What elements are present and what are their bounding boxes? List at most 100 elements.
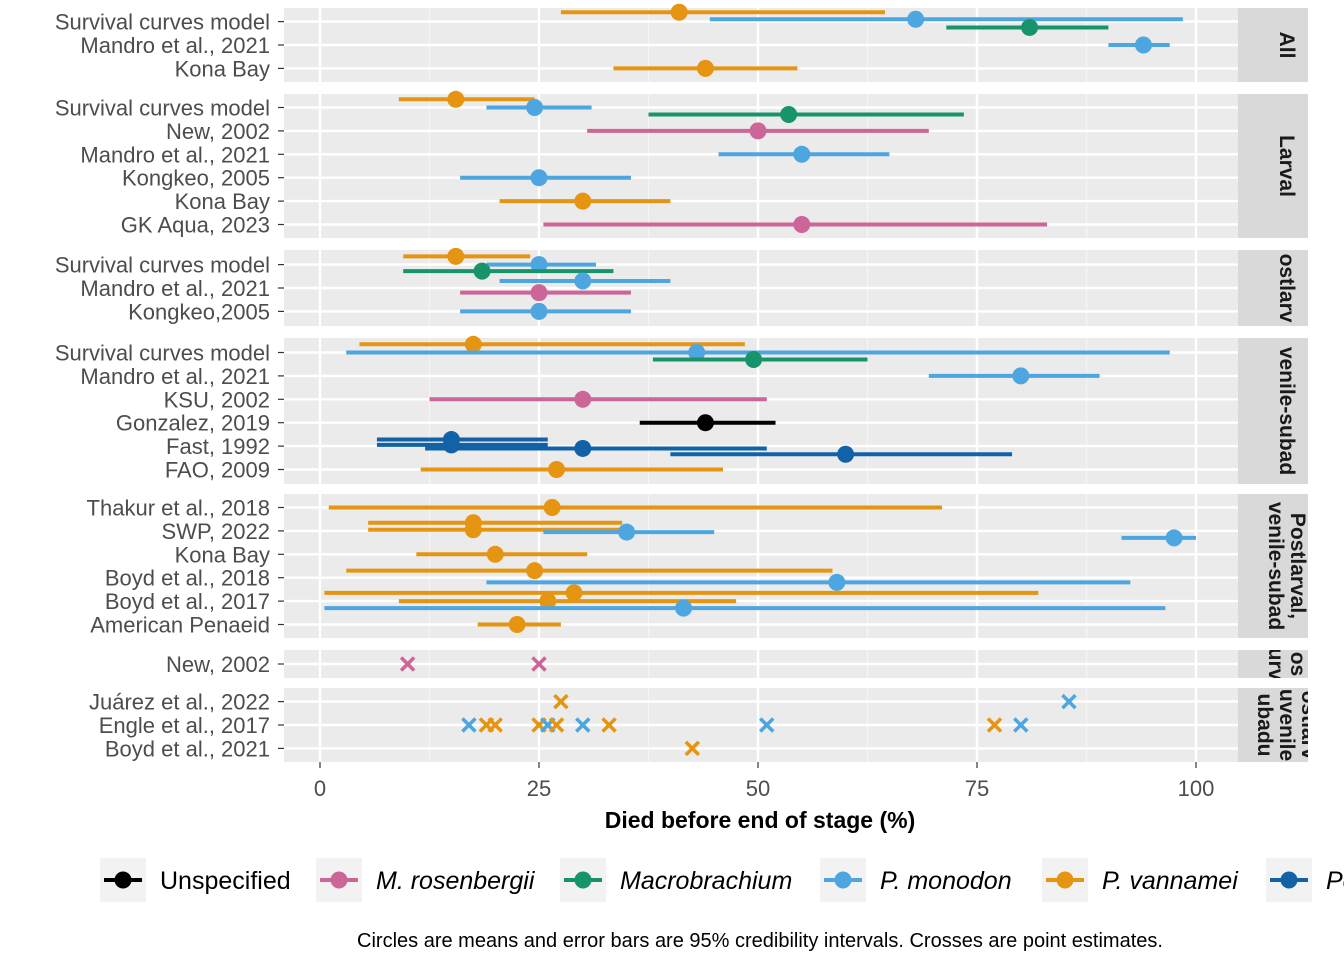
y-tick-label: Boyd et al., 2017 — [105, 589, 270, 614]
mean-point — [526, 562, 544, 580]
strip-label: venile-subad — [1275, 347, 1298, 475]
point-estimate-cross — [399, 656, 416, 672]
strip-background — [1238, 494, 1308, 638]
legend-item: Macrobrachium — [560, 858, 792, 902]
mean-point — [508, 616, 526, 633]
y-tick-label: Kona Bay — [175, 542, 270, 567]
mean-point — [1165, 529, 1183, 547]
strip-label: venile-subad — [1264, 502, 1287, 630]
legend-key-point — [114, 871, 132, 889]
strip-label: All — [1275, 32, 1298, 59]
legend-key-point — [1280, 871, 1298, 889]
legend-label: P. monodon — [880, 867, 1012, 895]
point-estimate-cross — [759, 717, 775, 733]
legend-label: Pe — [1326, 867, 1344, 895]
legend-item: P. vannamei — [1042, 858, 1239, 902]
x-axis-title: Died before end of stage (%) — [605, 807, 916, 833]
legend-item: Pe — [1266, 858, 1344, 902]
y-tick-label: Mandro et al., 2021 — [80, 276, 270, 301]
mean-point — [473, 262, 491, 280]
strip-background — [1238, 650, 1308, 678]
y-tick-label: Juárez et al., 2022 — [89, 690, 270, 715]
mean-point — [675, 599, 693, 617]
y-tick-label: Kongkeo, 2005 — [122, 166, 270, 191]
y-tick-label: Mandro et al., 2021 — [80, 142, 270, 167]
y-tick-label: New, 2002 — [166, 652, 270, 677]
mean-point — [530, 302, 548, 320]
strip-background — [1238, 8, 1308, 82]
point-estimate-cross — [553, 693, 569, 710]
mean-point — [539, 592, 557, 610]
y-tick-label: Boyd et al., 2018 — [105, 566, 270, 591]
y-tick-label: Survival curves model — [55, 341, 270, 366]
mean-point — [543, 499, 561, 516]
strip-label: ostlarv — [1297, 691, 1320, 760]
x-tick-label: 100 — [1178, 776, 1215, 801]
strip-label: os — [1286, 652, 1309, 677]
mean-point — [574, 272, 592, 290]
y-tick-label: American Penaeid — [90, 613, 270, 638]
y-tick-label: FAO, 2009 — [165, 458, 270, 483]
legend-label: M. rosenbergii — [376, 867, 536, 895]
legend: Unspecified M. rosenbergii Macrobrachium P.… — [100, 858, 1344, 902]
panel-background — [284, 494, 1238, 638]
point-estimate-cross — [1013, 717, 1029, 733]
y-tick-label: Engle et al., 2017 — [99, 713, 270, 738]
mean-point — [464, 335, 482, 353]
mean-point — [780, 106, 798, 124]
mean-point — [574, 439, 592, 457]
mean-point — [447, 247, 465, 265]
y-tick-label: Kona Bay — [175, 189, 270, 214]
mean-point — [530, 284, 548, 302]
mean-point — [1012, 367, 1030, 385]
point-estimate-cross — [601, 717, 617, 733]
strip-label: urv — [1264, 648, 1287, 681]
y-tick-label: GK Aqua, 2023 — [121, 213, 270, 238]
y-tick-label: SWP, 2022 — [162, 519, 270, 544]
mean-point — [828, 573, 846, 591]
strip-label: ubadu — [1253, 694, 1276, 757]
point-estimate-cross — [531, 656, 547, 672]
legend-label: Unspecified — [160, 867, 291, 895]
legend-key-point — [574, 871, 592, 889]
legend-item: Unspecified — [100, 858, 291, 902]
strip-background — [1238, 250, 1308, 326]
strip-background — [1238, 688, 1308, 762]
mean-point — [565, 584, 583, 602]
mean-point — [442, 436, 460, 454]
mean-point — [670, 3, 688, 21]
point-estimate-cross — [986, 717, 1003, 733]
y-tick-label: KSU, 2002 — [164, 387, 270, 412]
point-estimate-cross — [461, 717, 477, 733]
mean-point — [530, 169, 548, 187]
mean-point — [1134, 36, 1152, 54]
strip: Postlarval,venile-subad — [1264, 502, 1309, 630]
strip: Larval — [1275, 135, 1298, 197]
y-tick-label: Boyd et al., 2021 — [105, 736, 270, 761]
legend-label: Macrobrachium — [620, 867, 792, 895]
y-tick-label: Survival curves model — [55, 96, 270, 121]
point-estimate-cross — [1061, 693, 1077, 710]
point-estimate-cross — [487, 717, 503, 733]
y-tick-label: Kongkeo,2005 — [128, 299, 270, 324]
mean-point — [907, 10, 925, 28]
y-tick-label: Mandro et al., 2021 — [80, 364, 270, 389]
mean-point — [548, 461, 566, 478]
point-estimate-cross — [575, 717, 591, 733]
mean-point — [530, 256, 548, 274]
strip-label: Larval — [1275, 135, 1298, 197]
strip-label: Postlarval, — [1286, 513, 1309, 619]
y-tick-label: Survival curves model — [55, 10, 270, 35]
y-tick-label: Fast, 1992 — [166, 434, 270, 459]
y-tick-label: Mandro et al., 2021 — [80, 33, 270, 58]
strip-label: ostlarv — [1275, 254, 1298, 323]
mean-point — [574, 390, 592, 408]
